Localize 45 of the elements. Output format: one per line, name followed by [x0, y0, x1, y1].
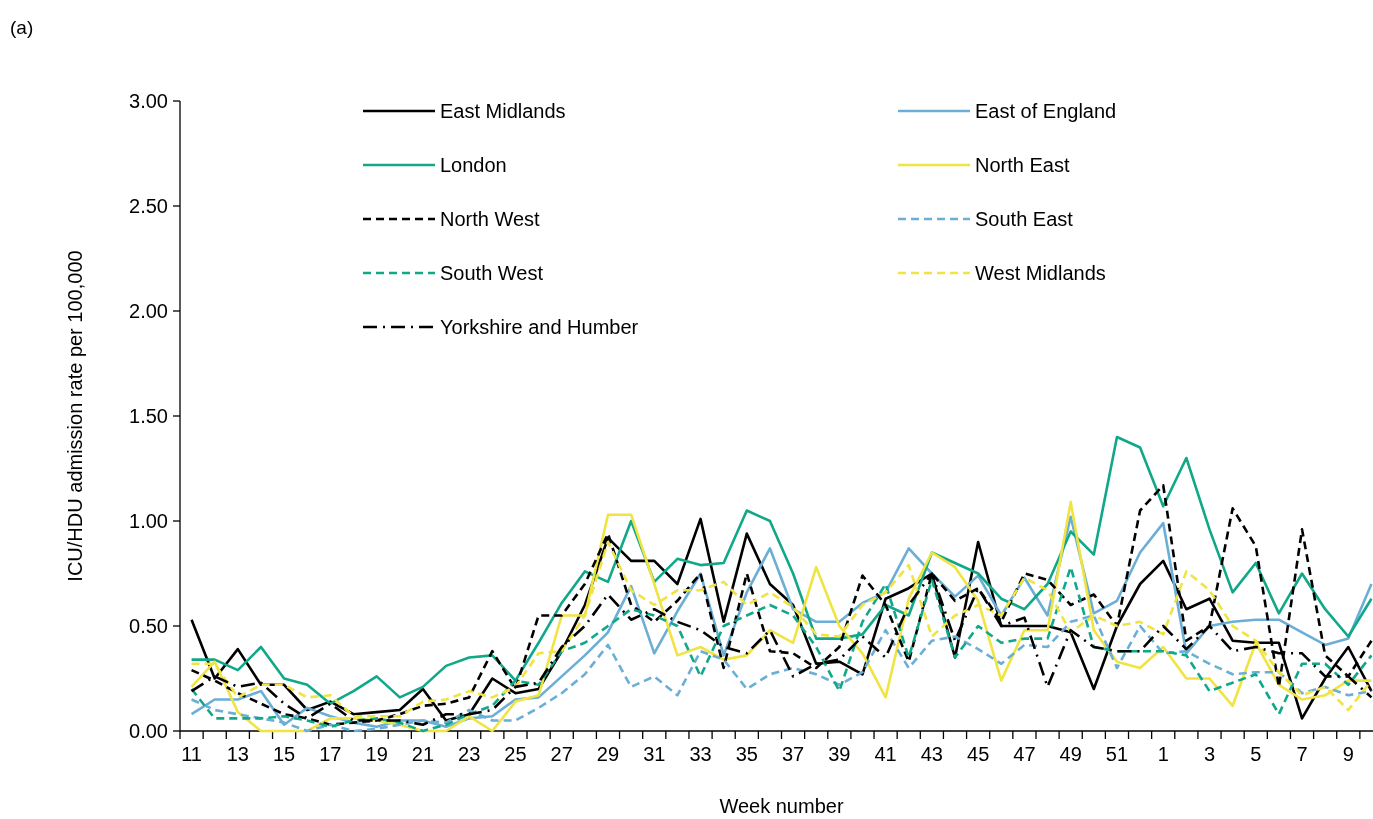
- x-tick-label: 17: [319, 743, 342, 765]
- legend-label: East of England: [975, 100, 1117, 122]
- y-tick-label: 0.00: [129, 720, 168, 742]
- y-tick-label: 1.00: [129, 510, 168, 532]
- x-tick-label: 33: [689, 743, 712, 765]
- y-tick-label: 3.00: [129, 90, 168, 112]
- x-tick-label: 27: [550, 743, 573, 765]
- x-tick-label: 15: [272, 743, 296, 765]
- x-tick-label: 19: [365, 743, 388, 765]
- x-tick-label: 5: [1250, 743, 1262, 765]
- y-tick-label: 0.50: [129, 615, 168, 637]
- x-tick-label: 45: [967, 743, 990, 765]
- x-tick-label: 41: [874, 743, 897, 765]
- x-tick-label: 21: [411, 743, 435, 765]
- x-tick-label: 51: [1105, 743, 1129, 765]
- legend-label: South West: [440, 262, 544, 284]
- x-axis-title: Week number: [719, 795, 844, 817]
- legend-label: North West: [440, 208, 541, 230]
- legend-label: Yorkshire and Humber: [440, 316, 639, 338]
- x-tick-label: 39: [828, 743, 851, 765]
- x-tick-label: 7: [1296, 743, 1308, 765]
- legend-label: London: [440, 154, 507, 176]
- x-tick-label: 35: [735, 743, 758, 765]
- legend-label: West Midlands: [975, 262, 1106, 284]
- x-tick-label: 25: [504, 743, 527, 765]
- x-tick-label: 13: [226, 743, 249, 765]
- x-tick-label: 29: [596, 743, 620, 765]
- x-tick-label: 49: [1059, 743, 1082, 765]
- x-tick-label: 37: [781, 743, 805, 765]
- y-tick-label: 2.00: [129, 300, 168, 322]
- x-tick-label: 11: [181, 743, 202, 765]
- x-tick-label: 23: [458, 743, 481, 765]
- x-tick-label: 1: [1157, 743, 1169, 765]
- y-axis-title: ICU/HDU admission rate per 100,000: [64, 250, 86, 582]
- x-tick-label: 47: [1013, 743, 1036, 765]
- x-tick-label: 9: [1342, 743, 1354, 765]
- x-tick-label: 3: [1203, 743, 1216, 765]
- legend-label: East Midlands: [440, 100, 566, 122]
- x-tick-label: 31: [643, 743, 666, 765]
- x-tick-label: 43: [920, 743, 943, 765]
- y-tick-label: 1.50: [129, 405, 168, 427]
- text: (a): [10, 17, 34, 38]
- legend-label: South East: [975, 208, 1074, 230]
- y-tick-label: 2.50: [129, 195, 168, 217]
- legend-label: North East: [975, 154, 1070, 176]
